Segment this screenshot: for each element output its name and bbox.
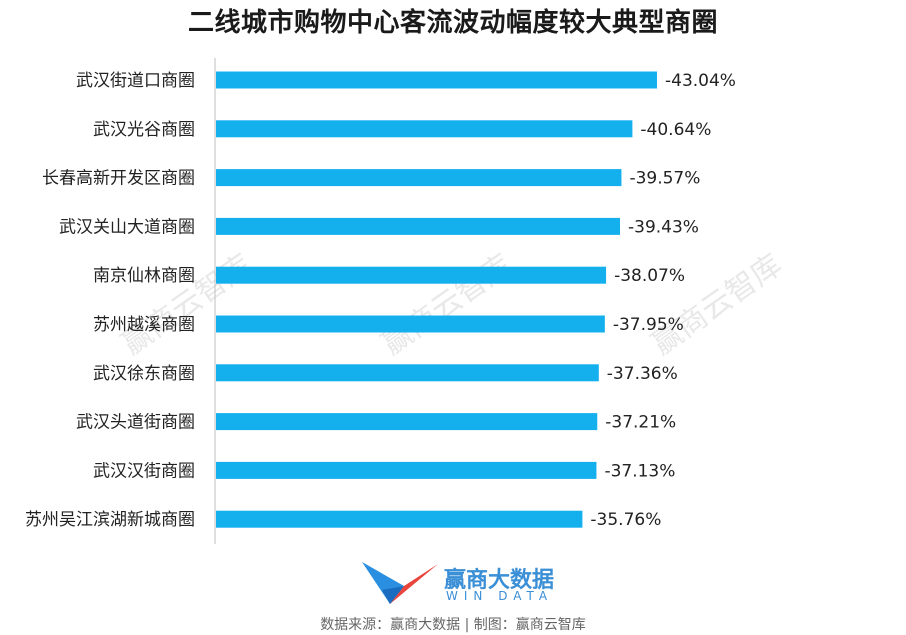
category-label: 武汉街道口商圈 [76,71,195,91]
bar [216,71,657,89]
category-label: 武汉汉街商圈 [93,461,195,481]
bar [216,364,599,382]
source-footer: 数据来源：赢商大数据 | 制图：赢商云智库 [320,617,586,633]
bar [216,461,597,479]
bar [216,510,583,528]
win-data-logo: 赢商大数据 WIN DATA [360,556,560,610]
data-label: -40.64% [640,120,711,140]
win-data-logo-icon [362,562,438,604]
category-label: 南京仙林商圈 [93,266,195,286]
data-label: -37.95% [613,315,684,335]
bar [216,169,622,187]
category-label: 苏州吴江滨湖新城商圈 [25,510,195,530]
data-label: -39.43% [628,217,699,237]
logo-text-cn: 赢商大数据 [444,568,555,593]
bar-chart: 武汉街道口商圈 -43.04% 武汉光谷商圈 -40.64% 长春高新开发区商圈 -39.… [25,58,736,544]
bar [216,120,633,138]
data-label: -35.76% [590,510,661,530]
data-label: -39.57% [629,169,700,189]
data-label: -43.04% [665,71,736,91]
category-label: 武汉光谷商圈 [93,120,195,140]
category-label: 武汉徐东商圈 [93,364,195,384]
bar [216,315,605,333]
category-label: 苏州越溪商圈 [93,315,195,335]
data-label: -38.07% [614,266,685,286]
bar [216,413,598,431]
bar [216,217,621,235]
data-label: -37.21% [605,413,676,433]
category-label: 武汉头道街商圈 [76,413,195,433]
logo-text-en: WIN DATA [446,589,554,603]
category-label: 长春高新开发区商圈 [42,169,195,189]
category-label: 武汉关山大道商圈 [59,217,195,237]
chart-title: 二线城市购物中心客流波动幅度较大典型商圈 [187,8,718,38]
bar [216,266,607,284]
data-label: -37.13% [604,461,675,481]
data-label: -37.36% [607,364,678,384]
